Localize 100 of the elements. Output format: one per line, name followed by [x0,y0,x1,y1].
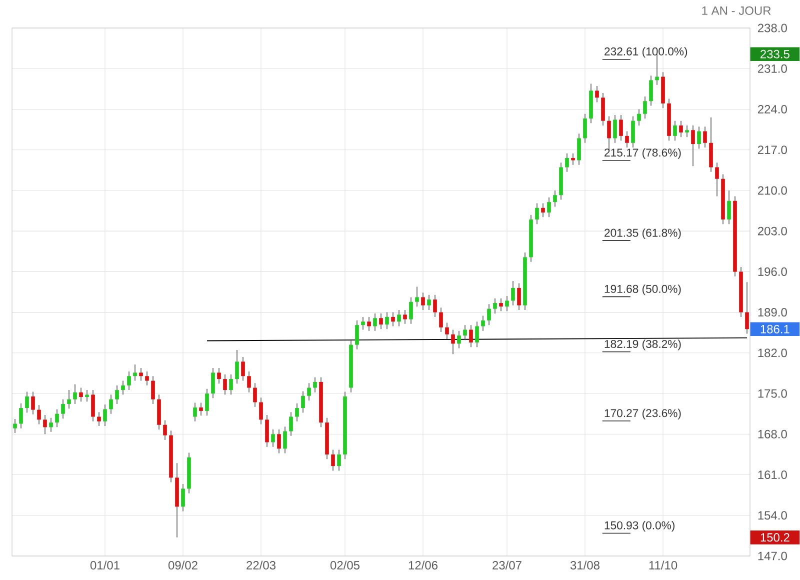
candlestick [241,356,245,382]
y-tick-label: 161.0 [758,470,787,480]
candlestick [481,315,485,332]
candlestick [565,152,569,172]
candlestick [37,404,41,425]
candlestick [685,125,689,138]
candlestick [127,371,131,390]
candlestick [535,202,539,225]
candlestick [115,385,119,404]
candlestick [577,133,581,166]
candlestick [199,402,203,416]
candlestick [205,388,209,416]
candlestick [457,330,461,349]
candlestick [91,390,95,422]
x-tick-label: 11/10 [649,560,678,570]
candlestick [469,324,473,348]
candlestick [541,202,545,218]
ref-line-label: 215.17 (78.6%) [604,148,681,159]
candlestick [211,368,215,399]
candlestick [637,108,641,126]
candlestick [331,449,335,472]
candlestick [571,152,575,166]
candlestick [295,402,299,422]
x-tick-label: 01/01 [90,560,120,570]
candlestick [79,387,83,402]
candlestick [427,294,431,310]
candlestick [355,320,359,350]
x-tick-label: 09/02 [168,560,198,570]
y-tick-label: 196.0 [758,267,787,276]
candlestick [463,324,467,341]
candlestick [163,420,167,440]
candlestick [151,376,155,404]
candlestick [415,286,419,307]
candlestick [391,312,395,327]
ref-line-label: 150.93 (0.0%) [604,521,674,532]
candlestick [403,310,407,324]
y-tick-label: 224.0 [758,104,787,114]
x-tick-label: 22/03 [246,560,276,570]
candlestick [67,390,71,410]
candlestick [271,429,275,448]
x-tick-label: 12/06 [408,560,438,570]
candlestick [277,429,281,454]
candlestick [619,114,623,141]
candlestick [727,190,731,225]
candlestick [307,382,311,401]
ref-line-label: 191.68 (50.0%) [604,284,681,296]
candlestick [397,310,401,327]
candlestick [181,484,185,512]
candlestick [517,282,521,310]
ref-line-label: 232.61 (100.0%) [604,47,688,58]
y-tick-label: 175.0 [758,389,787,398]
candlestick [313,376,317,393]
candlestick [73,384,77,404]
x-tick-label: 31/08 [570,560,600,570]
ref-line-label: 201.35 (61.8%) [604,228,681,240]
candlestick [121,380,125,396]
candlestick [139,368,143,382]
y-tick-label: 231.0 [758,64,787,73]
y-tick-label: 210.0 [758,186,787,195]
candlestick [625,130,629,148]
y-tick-label: 238.0 [758,24,787,32]
candlestick [85,390,89,402]
candlestick [511,280,515,306]
candlestick [595,86,599,103]
candlestick [289,412,293,436]
candlestick [31,391,35,415]
candlestick [103,404,107,426]
candlestick [505,296,509,312]
text: 150.2 [760,533,790,542]
candlestick [601,92,605,126]
candlestick [337,449,341,472]
candlestick [433,294,437,318]
ref-line-label: 170.27 (23.6%) [604,408,681,420]
candlestick [265,414,269,448]
candlestick [643,96,647,119]
candlestick [703,126,707,148]
candlestick [49,418,53,432]
text: 186.1 [760,324,790,334]
candlestick [145,371,149,386]
candlestick [373,313,377,332]
candlestick [229,374,233,396]
candlestick [553,190,557,208]
y-tick-label: 189.0 [758,308,787,317]
candlestick [379,313,383,330]
candlestick [631,116,635,148]
candlestick [367,316,371,332]
y-tick-label: 217.0 [758,146,787,154]
ref-line-label: 182.19 (38.2%) [604,340,681,350]
candlestick [493,298,497,314]
candlestick [97,412,101,426]
chart-subtitle: 1 AN - JOUR [702,6,771,15]
candlestick [409,296,413,324]
candlestick [691,125,695,166]
candlestick [19,402,23,429]
candlestick [235,350,239,384]
candlestick [361,316,365,330]
candlestick [421,292,425,310]
candlestick [649,75,653,106]
candlestick [247,371,251,393]
x-tick-label: 23/07 [492,560,522,570]
